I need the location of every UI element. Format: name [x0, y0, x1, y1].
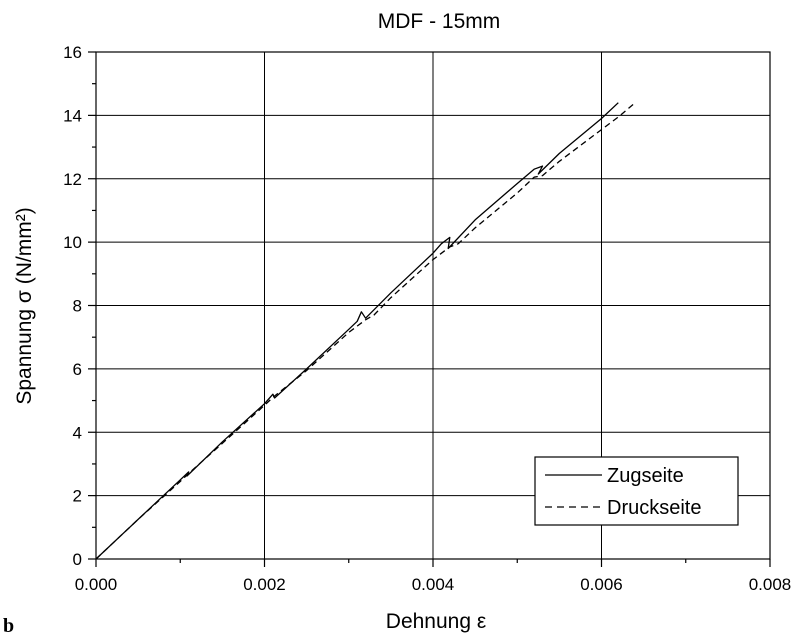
series-line-zugseite: [95, 102, 619, 560]
y-tick-label: 8: [73, 297, 82, 316]
y-tick-label: 6: [73, 360, 82, 379]
y-tick-label: 2: [73, 487, 82, 506]
x-tick-labels: 0.000 0.002 0.004 0.006 0.008: [75, 575, 792, 594]
y-tick-label: 12: [63, 170, 82, 189]
y-tick-label: 0: [73, 550, 82, 569]
chart-title: MDF - 15mm: [378, 10, 501, 33]
legend-box: [534, 456, 739, 526]
plot-frame: [95, 51, 771, 560]
series-line-druckseite: [95, 102, 636, 560]
y-tick-label: 16: [63, 43, 82, 62]
axis-ticks: [88, 51, 771, 567]
y-tick-label: 10: [63, 233, 82, 252]
legend-label-zugseite: Zugseite: [607, 465, 684, 487]
legend-label-druckseite: Druckseite: [607, 497, 701, 519]
y-tick-label: 4: [73, 423, 82, 442]
y-axis-label: Spannung σ (N/mm²): [13, 207, 36, 404]
y-tick-labels: 0 2 4 6 8 10 12 14 16: [63, 43, 82, 569]
grid-lines: [96, 52, 770, 559]
plot-series: [95, 102, 636, 560]
panel-label: b: [3, 615, 14, 637]
legend: Zugseite Druckseite: [534, 456, 739, 526]
x-axis-label: Dehnung ε: [386, 610, 486, 633]
y-tick-label: 14: [63, 106, 82, 125]
x-tick-label: 0.006: [580, 575, 623, 594]
x-tick-label: 0.002: [243, 575, 286, 594]
x-tick-label: 0.000: [75, 575, 118, 594]
x-tick-label: 0.008: [749, 575, 792, 594]
x-tick-label: 0.004: [412, 575, 455, 594]
